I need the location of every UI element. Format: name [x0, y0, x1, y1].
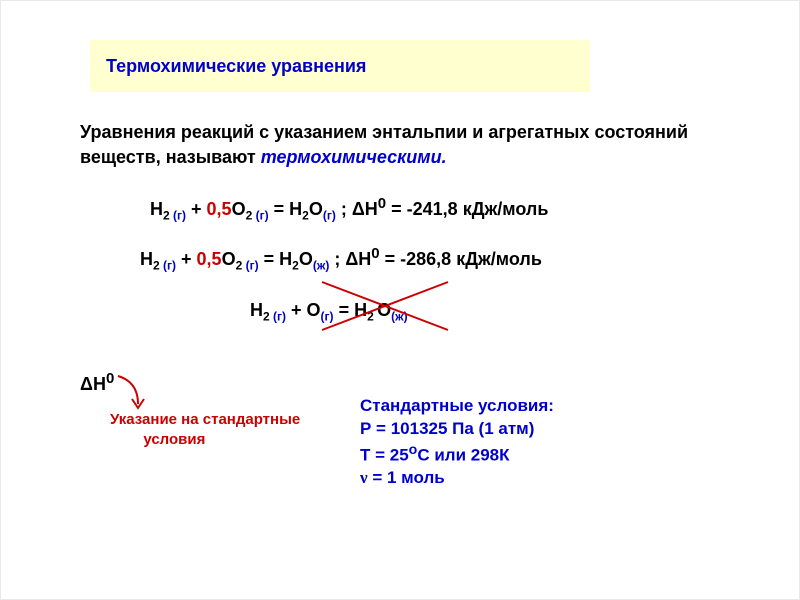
dh0-cap-l1: Указание на стандартные	[110, 411, 300, 428]
standard-conditions: Стандартные условия: Р = 101325 Па (1 ат…	[360, 395, 720, 490]
eq3-h2o-state: (ж)	[391, 310, 408, 324]
eq1-eq: = H	[274, 199, 303, 219]
std-l4-pre: ν	[360, 468, 368, 487]
eq2-h-state: (г)	[163, 259, 176, 273]
eq1-coef: 0,5	[207, 199, 232, 219]
eq1-h2o-state: (г)	[323, 209, 336, 223]
eq3-h2o-sub: 2	[367, 310, 377, 324]
eq1-o: O	[232, 199, 246, 219]
std-l1: Стандартные условия:	[360, 396, 554, 415]
eq2-o-state: (г)	[246, 259, 259, 273]
eq1-h2o-sub: 2	[302, 209, 309, 223]
eq2-plus: +	[181, 249, 197, 269]
subtitle-em: термохимическими.	[261, 147, 447, 167]
eq2-sep: ; ΔH	[334, 249, 371, 269]
equation-3: H2 (г) + O(г) = H2 O(ж)	[250, 300, 408, 324]
dh0-cap-l2: условия	[143, 431, 205, 448]
eq1-o-sub: 2	[246, 209, 256, 223]
eq2-tail: = -286,8 кДж/моль	[380, 249, 542, 269]
eq3-h2o-o: O	[377, 300, 391, 320]
eq2-o-sub: 2	[236, 259, 246, 273]
eq2-h2o-sub: 2	[292, 259, 299, 273]
eq1-sup0: 0	[378, 195, 386, 212]
eq3-h-state: (г)	[273, 310, 286, 324]
eq2-h: H	[140, 249, 153, 269]
eq3-plus: + O	[291, 300, 321, 320]
eq3-h: H	[250, 300, 263, 320]
eq2-o: O	[222, 249, 236, 269]
equation-2: H2 (г) + 0,5O2 (г) = H2O(ж) ; ΔH0 = -286…	[140, 245, 542, 273]
delta-h-zero-block: ΔH0	[80, 370, 114, 395]
eq1-h2o-o: O	[309, 199, 323, 219]
eq1-sep: ; ΔH	[341, 199, 378, 219]
eq1-h-sub: 2	[163, 209, 173, 223]
eq3-o-state: (г)	[321, 310, 334, 324]
dh0-pre: ΔH	[80, 374, 106, 394]
eq1-tail: = -241,8 кДж/моль	[386, 199, 548, 219]
eq1-h: H	[150, 199, 163, 219]
dh0-caption: Указание на стандартные условия	[110, 410, 370, 449]
std-l4-post: = 1 моль	[368, 468, 445, 487]
eq2-h-sub: 2	[153, 259, 163, 273]
title-text: Термохимические уравнения	[106, 56, 366, 77]
std-l3-post: С или 298К	[417, 446, 509, 465]
subtitle: Уравнения реакций с указанием энтальпии …	[80, 120, 720, 170]
eq3-h-sub: 2	[263, 310, 273, 324]
eq3-eq: = H	[339, 300, 368, 320]
eq1-plus: +	[191, 199, 207, 219]
std-l3-pre: Т = 25	[360, 446, 409, 465]
eq2-sup0: 0	[371, 245, 379, 262]
equation-1: H2 (г) + 0,5O2 (г) = H2O(г) ; ΔH0 = -241…	[150, 195, 548, 223]
title-box: Термохимические уравнения	[90, 40, 590, 92]
std-l2: Р = 101325 Па (1 атм)	[360, 419, 534, 438]
eq2-coef: 0,5	[197, 249, 222, 269]
eq2-h2o-state: (ж)	[313, 259, 330, 273]
eq1-o-state: (г)	[256, 209, 269, 223]
eq2-eq: = H	[264, 249, 293, 269]
eq2-h2o-o: O	[299, 249, 313, 269]
eq1-h-state: (г)	[173, 209, 186, 223]
arrow-icon	[110, 374, 150, 412]
